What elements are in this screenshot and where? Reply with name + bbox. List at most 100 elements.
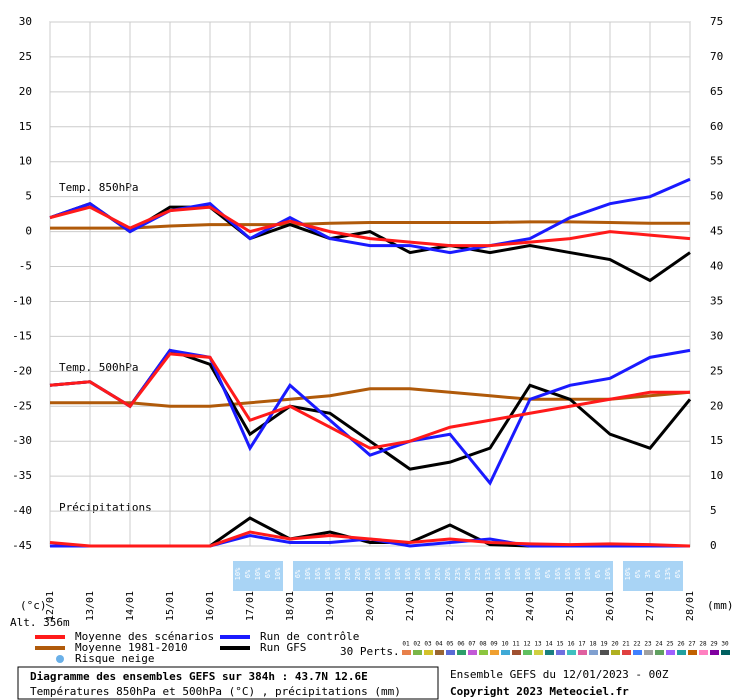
y2-tick-label: 65 [710,85,723,98]
snow-risk-label: 13% [484,567,492,580]
pert-swatch [490,650,499,655]
series-line [49,352,690,450]
pert-swatch [534,650,543,655]
pert-label: 30 [721,641,729,648]
pert-label: 16 [567,641,575,648]
pert-label: 28 [699,641,707,648]
pert-label: 11 [512,641,520,648]
pert-swatch [479,650,488,655]
pert-label: 09 [490,641,498,648]
snow-risk-label: 16% [564,567,572,580]
y2-tick-label: 75 [710,15,723,28]
snow-risk-label: 10% [624,567,632,580]
y-tick-label: -35 [12,469,32,482]
legend-label: Run de contrôle [260,630,359,643]
unit-right: (mm) [707,599,734,612]
snow-risk-label: 10% [524,567,532,580]
x-tick-label: 13/01 [85,591,96,621]
pert-label: 06 [457,641,465,648]
snow-risk-label: 10% [424,567,432,580]
pert-label: 20 [611,641,619,648]
y2-tick-label: 45 [710,225,723,238]
pert-label: 17 [578,641,586,648]
x-tick-label: 20/01 [365,591,376,621]
pert-label: 21 [622,641,630,648]
pert-label: 25 [666,641,674,648]
snow-risk-label: 10% [584,567,592,580]
pert-swatch [633,650,642,655]
y2-tick-label: 70 [710,50,723,63]
pert-swatch [556,650,565,655]
copyright: Copyright 2023 Meteociel.fr [450,685,629,698]
y2-tick-label: 50 [710,190,723,203]
series-line [49,530,691,548]
snow-risk-label: 16% [314,567,322,580]
snow-risk-label: 10% [514,567,522,580]
snow-risk-label: 6% [264,569,272,578]
pert-swatch [468,650,477,655]
pert-swatch [512,650,521,655]
series-line [49,205,691,248]
x-tick-label: 27/01 [645,591,656,621]
legend-swatch [56,655,64,663]
y-tick-label: -25 [12,399,32,412]
snow-risk-label: 16% [384,567,392,580]
y2-tick-label: 60 [710,120,723,133]
snow-risk-label: 20% [444,567,452,580]
snow-risk-label: 16% [494,567,502,580]
panel-label: Précipitations [59,501,152,514]
snow-risk-label: 20% [464,567,472,580]
x-tick-label: 22/01 [445,591,456,621]
pert-label: 22 [633,641,641,648]
y-tick-label: 30 [19,15,32,28]
snow-risk-label: 10% [504,567,512,580]
pert-swatch [545,650,554,655]
pert-swatch [666,650,675,655]
pert-swatch [413,650,422,655]
snow-band [293,561,613,591]
snow-risk-label: 10% [574,567,582,580]
y-tick-label: 10 [19,155,32,168]
y2-tick-label: 5 [710,504,717,517]
pert-swatch [424,650,433,655]
x-tick-label: 14/01 [125,591,136,621]
y-tick-label: 20 [19,85,32,98]
snow-risk-label: 6% [244,569,252,578]
x-tick-label: 16/01 [205,591,216,621]
pert-swatch [578,650,587,655]
y2-tick-label: 0 [710,539,717,552]
pert-swatch [710,650,719,655]
snow-risk-label: 16% [554,567,562,580]
y-tick-label: -15 [12,329,32,342]
snow-risk-label: 16% [374,567,382,580]
snow-risk-label: 23% [454,567,462,580]
snow-risk-label: 10% [604,567,612,580]
run-info: Ensemble GEFS du 12/01/2023 - 00Z [450,668,669,681]
panel-label: Temp. 500hPa [59,361,138,374]
pert-label: 24 [655,641,663,648]
snow-risk-label: 10% [304,567,312,580]
perts-label: 30 Perts. [340,645,400,658]
pert-swatch [523,650,532,655]
y-tick-label: -10 [12,294,32,307]
snow-risk-label: 16% [404,567,412,580]
snow-risk-label: 10% [324,567,332,580]
pert-swatch [446,650,455,655]
unit-left: (°c) [20,599,47,612]
y-tick-label: 15 [19,120,32,133]
y-tick-label: -30 [12,434,32,447]
pert-label: 19 [600,641,608,648]
y2-tick-label: 55 [710,155,723,168]
pert-label: 15 [556,641,564,648]
y2-tick-label: 40 [710,260,723,273]
x-tick-label: 15/01 [165,591,176,621]
pert-label: 03 [424,641,432,648]
pert-swatch [457,650,466,655]
pert-label: 10 [501,641,509,648]
pert-swatch [589,650,598,655]
y-tick-label: -40 [12,504,32,517]
pert-label: 08 [479,641,487,648]
snow-risk-label: 6% [634,569,642,578]
legend-label: Run GFS [260,641,306,654]
